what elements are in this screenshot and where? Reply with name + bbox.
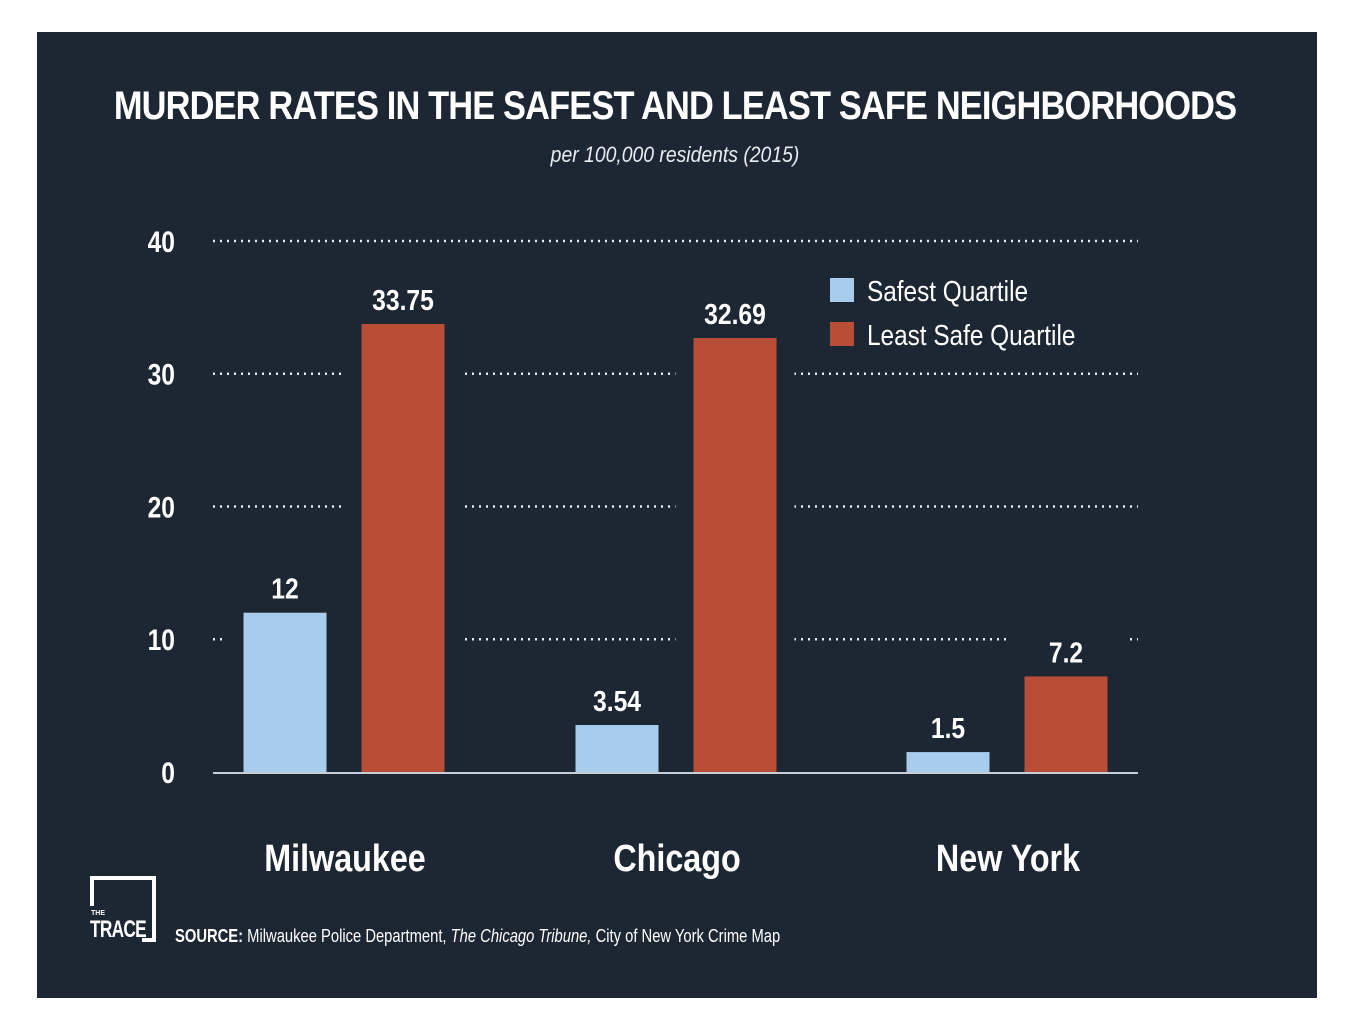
- chart-title: MURDER RATES IN THE SAFEST AND LEAST SAF…: [113, 84, 1237, 128]
- bar-chicago-least-safe-quartile: [693, 338, 777, 772]
- source-note: SOURCE: Milwaukee Police Department, The…: [175, 926, 780, 947]
- source-label: SOURCE:: [175, 926, 244, 946]
- bar-new-york-safest-quartile: [906, 752, 990, 772]
- bar-chicago-safest-quartile: [575, 725, 659, 772]
- legend: Safest Quartile Least Safe Quartile: [815, 268, 1105, 360]
- logo-text: TRACE: [90, 916, 147, 943]
- logo-small-text: THE: [91, 910, 105, 917]
- legend-swatch-least-safe-quartile: [830, 322, 854, 346]
- value-label-new-york-least-safe-quartile: 7.2: [1049, 637, 1083, 669]
- source-part-1: Milwaukee Police Department,: [247, 926, 447, 946]
- trace-logo: THE TRACE: [90, 876, 156, 942]
- value-label-milwaukee-least-safe-quartile: 33.75: [372, 284, 434, 316]
- source-part-2: The Chicago Tribune,: [450, 926, 592, 946]
- y-tick-0: 0: [161, 756, 175, 790]
- x-label-milwaukee: Milwaukee: [264, 838, 426, 880]
- y-tick-40: 40: [148, 225, 175, 259]
- bar-milwaukee-safest-quartile: [243, 612, 327, 772]
- chart-subtitle: per 100,000 residents (2015): [550, 142, 800, 167]
- y-tick-20: 20: [148, 490, 175, 524]
- value-label-chicago-least-safe-quartile: 32.69: [704, 298, 766, 330]
- legend-swatch-safest-quartile: [830, 278, 854, 302]
- x-label-new-york: New York: [936, 838, 1081, 880]
- y-axis-ticks: 0 10 20 30 40: [148, 225, 175, 790]
- value-label-new-york-safest-quartile: 1.5: [931, 712, 965, 744]
- value-label-milwaukee-safest-quartile: 12: [271, 573, 298, 605]
- legend-label-safest-quartile: Safest Quartile: [867, 275, 1028, 307]
- value-labels: 12 33.75 3.54 32.69 1.5 7.2: [271, 284, 1083, 744]
- source-part-3: City of New York Crime Map: [595, 926, 781, 946]
- x-axis-labels: Milwaukee Chicago New York: [264, 838, 1080, 880]
- bar-new-york-least-safe-quartile: [1024, 676, 1108, 772]
- value-label-chicago-safest-quartile: 3.54: [593, 685, 641, 717]
- x-label-chicago: Chicago: [613, 838, 740, 880]
- legend-label-least-safe-quartile: Least Safe Quartile: [867, 319, 1075, 351]
- bars: [225, 283, 1126, 772]
- y-tick-10: 10: [148, 623, 175, 657]
- legend-background: [815, 268, 1105, 360]
- bar-milwaukee-least-safe-quartile: [361, 323, 445, 772]
- y-tick-30: 30: [148, 357, 175, 391]
